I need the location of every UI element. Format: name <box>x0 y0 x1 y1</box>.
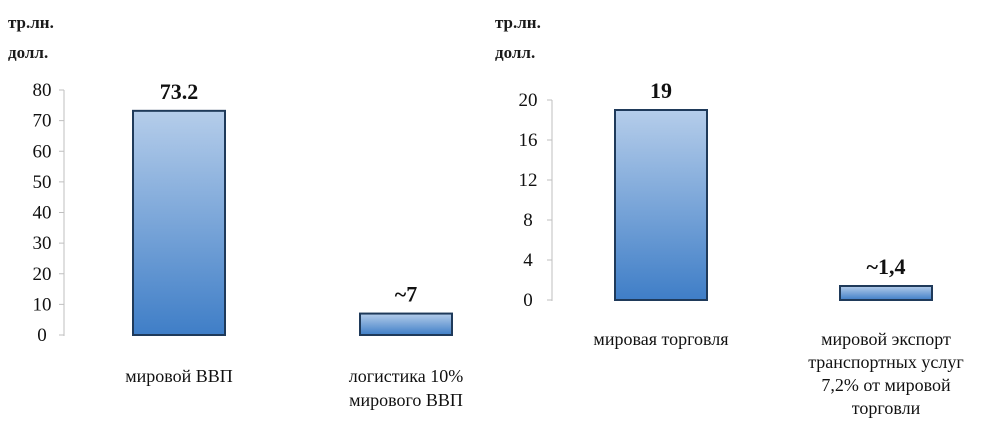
y-tick-label: 70 <box>33 111 52 132</box>
category-label: мировая торговля <box>593 329 728 349</box>
category-label: транспортных услуг <box>808 352 964 372</box>
category-label: 7,2% от мировой <box>821 375 951 395</box>
y-tick-label: 12 <box>519 170 538 191</box>
y-tick-label: 50 <box>33 172 52 193</box>
bar <box>359 312 453 336</box>
category-label: торговли <box>852 398 921 418</box>
y-tick-label: 20 <box>33 264 52 285</box>
unit-label-line: долл. <box>8 43 48 62</box>
chart-world-gdp: тр.лн. долл. 0 10 20 30 40 50 60 70 80 73.2 мировой … <box>8 13 463 410</box>
category-label: логистика 10% <box>349 366 463 386</box>
data-label: ~1,4 <box>867 254 906 279</box>
y-tick-label: 0 <box>37 325 47 346</box>
bar <box>132 109 226 336</box>
y-tick-label: 80 <box>33 80 52 101</box>
category-label: мировой ВВП <box>125 366 233 386</box>
y-tick-label: 40 <box>33 203 52 224</box>
y-tick-label: 10 <box>33 294 52 315</box>
y-tick-label: 0 <box>523 290 533 311</box>
y-tick-label: 30 <box>33 233 52 254</box>
y-tick-label: 60 <box>33 141 52 162</box>
category-label: мирового ВВП <box>349 390 463 410</box>
y-tick-label: 8 <box>523 210 533 231</box>
bar <box>614 109 708 301</box>
unit-label-line: долл. <box>495 43 535 62</box>
bar <box>839 285 933 301</box>
data-label: 19 <box>650 78 672 103</box>
data-label: ~7 <box>395 282 417 307</box>
data-label: 73.2 <box>160 79 199 104</box>
unit-label-line: тр.лн. <box>8 13 54 32</box>
y-tick-label: 16 <box>519 130 538 151</box>
y-tick-label: 20 <box>519 90 538 111</box>
chart-world-trade: тр.лн. долл. 0 4 8 12 16 20 19 мировая торговля ~1… <box>495 13 964 418</box>
y-tick-label: 4 <box>523 250 533 271</box>
category-label: мировой экспорт <box>821 329 951 349</box>
unit-label-line: тр.лн. <box>495 13 541 32</box>
